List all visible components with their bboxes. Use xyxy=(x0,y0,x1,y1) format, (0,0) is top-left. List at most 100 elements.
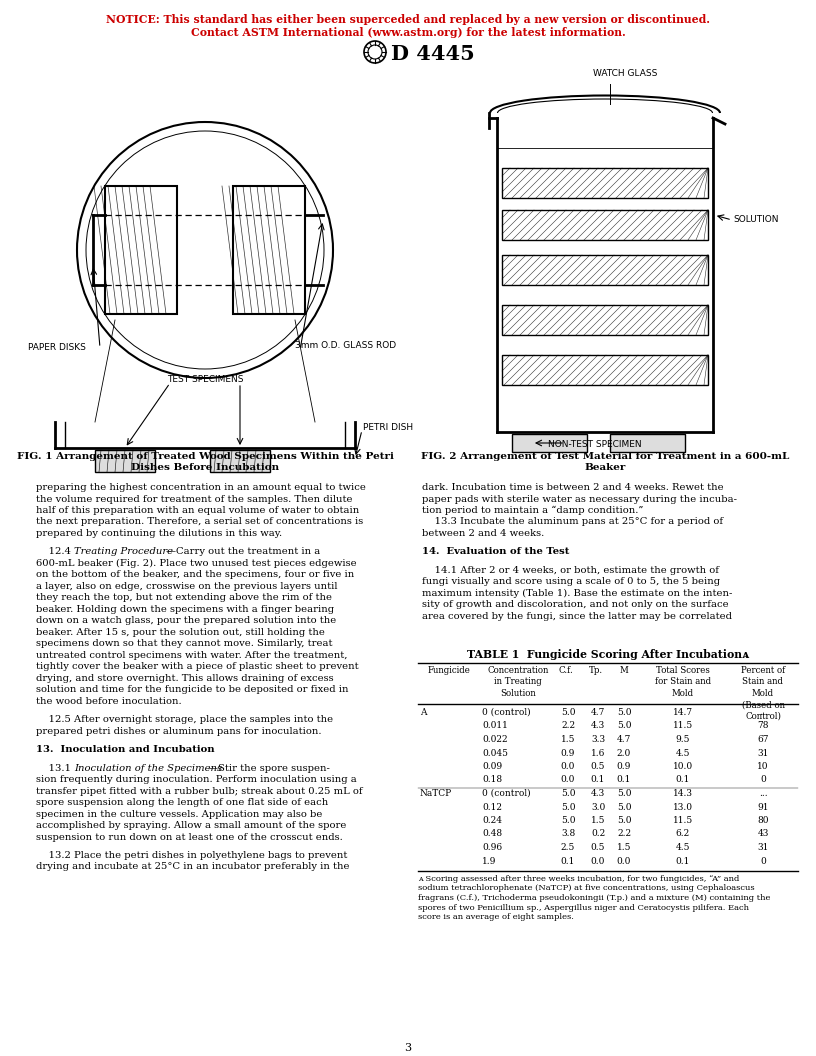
Bar xyxy=(502,254,708,285)
Text: fragrans (C.f.), Trichoderma pseudokoningii (T.p.) and a mixture (M) containing : fragrans (C.f.), Trichoderma pseudokonin… xyxy=(418,894,770,902)
Text: 91: 91 xyxy=(757,803,769,811)
Text: TABLE 1  Fungicide Scoring After Incubationᴀ: TABLE 1 Fungicide Scoring After Incubati… xyxy=(467,649,749,660)
Text: 600-mL beaker (Fig. 2). Place two unused test pieces edgewise: 600-mL beaker (Fig. 2). Place two unused… xyxy=(36,559,357,568)
Bar xyxy=(502,168,708,199)
Text: 0.5: 0.5 xyxy=(591,843,605,852)
Bar xyxy=(105,186,177,314)
Text: drying, and store overnight. This allows draining of excess: drying, and store overnight. This allows… xyxy=(36,674,334,683)
Text: Fungicide: Fungicide xyxy=(428,666,471,675)
Text: 13.  Inoculation and Incubation: 13. Inoculation and Incubation xyxy=(36,746,215,754)
Text: D 4445: D 4445 xyxy=(391,44,475,64)
Text: 2.2: 2.2 xyxy=(561,721,575,731)
Text: 5.0: 5.0 xyxy=(561,803,575,811)
Text: M: M xyxy=(619,666,628,675)
Text: 0.0: 0.0 xyxy=(561,762,575,771)
Text: FIG. 1 Arrangement of Treated Wood Specimens Within the Petri: FIG. 1 Arrangement of Treated Wood Speci… xyxy=(16,452,393,461)
Text: 0.9: 0.9 xyxy=(617,762,632,771)
Bar xyxy=(502,210,708,240)
Text: 13.1: 13.1 xyxy=(36,763,74,773)
Text: Tp.: Tp. xyxy=(589,666,603,675)
Text: tion period to maintain a “damp condition.”: tion period to maintain a “damp conditio… xyxy=(422,506,643,515)
Text: 5.0: 5.0 xyxy=(561,708,575,717)
Bar xyxy=(512,434,587,452)
Text: 5.0: 5.0 xyxy=(561,816,575,825)
Text: 0.045: 0.045 xyxy=(482,749,508,757)
Bar xyxy=(95,450,155,472)
Text: 4.7: 4.7 xyxy=(617,735,632,744)
Text: Beaker: Beaker xyxy=(584,463,626,472)
Text: 0 (control): 0 (control) xyxy=(482,789,530,798)
Text: 0.011: 0.011 xyxy=(482,721,508,731)
Bar xyxy=(610,434,685,452)
Text: 11.5: 11.5 xyxy=(673,816,693,825)
Text: 5.0: 5.0 xyxy=(617,816,632,825)
Text: accomplished by spraying. Allow a small amount of the spore: accomplished by spraying. Allow a small … xyxy=(36,822,346,830)
Text: ...: ... xyxy=(759,789,767,798)
Text: sity of growth and discoloration, and not only on the surface: sity of growth and discoloration, and no… xyxy=(422,600,729,609)
Text: 12.5 After overnight storage, place the samples into the: 12.5 After overnight storage, place the … xyxy=(36,715,333,724)
Text: 3.8: 3.8 xyxy=(561,830,575,838)
Text: spores of two Penicillium sp., Aspergillus niger and Ceratocystis pilifera. Each: spores of two Penicillium sp., Aspergill… xyxy=(418,904,749,911)
Text: 0.1: 0.1 xyxy=(561,856,575,866)
Text: dark. Incubation time is between 2 and 4 weeks. Rewet the: dark. Incubation time is between 2 and 4… xyxy=(422,483,724,492)
Text: 0.1: 0.1 xyxy=(617,775,632,785)
Text: transfer pipet fitted with a rubber bulb; streak about 0.25 mL of: transfer pipet fitted with a rubber bulb… xyxy=(36,787,362,795)
Text: prepared petri dishes or aluminum pans for inoculation.: prepared petri dishes or aluminum pans f… xyxy=(36,727,322,736)
Text: NON-TEST SPECIMEN: NON-TEST SPECIMEN xyxy=(548,440,642,449)
Text: 0.12: 0.12 xyxy=(482,803,502,811)
Text: 5.0: 5.0 xyxy=(561,789,575,798)
Text: untreated control specimens with water. After the treatment,: untreated control specimens with water. … xyxy=(36,650,348,660)
Text: 11.5: 11.5 xyxy=(673,721,693,731)
Text: area covered by the fungi, since the latter may be correlated: area covered by the fungi, since the lat… xyxy=(422,611,732,621)
Bar xyxy=(502,305,708,335)
Text: 1.5: 1.5 xyxy=(617,843,632,852)
Text: the volume required for treatment of the samples. Then dilute: the volume required for treatment of the… xyxy=(36,494,353,504)
Text: 5.0: 5.0 xyxy=(617,708,632,717)
Text: Inoculation of the Specimens: Inoculation of the Specimens xyxy=(74,763,222,773)
Text: 43: 43 xyxy=(757,830,769,838)
Text: 0.96: 0.96 xyxy=(482,843,502,852)
Text: 14.  Evaluation of the Test: 14. Evaluation of the Test xyxy=(422,547,570,557)
Text: Percent of
Stain and
Mold
(Based on
Control): Percent of Stain and Mold (Based on Cont… xyxy=(741,666,785,721)
Text: 5.0: 5.0 xyxy=(617,803,632,811)
Text: 0.1: 0.1 xyxy=(676,775,690,785)
Text: 6.2: 6.2 xyxy=(676,830,690,838)
Text: tightly cover the beaker with a piece of plastic sheet to prevent: tightly cover the beaker with a piece of… xyxy=(36,662,358,672)
Text: 10.0: 10.0 xyxy=(673,762,693,771)
Text: 0: 0 xyxy=(761,856,766,866)
Text: ...: ... xyxy=(759,708,767,717)
Text: 1.6: 1.6 xyxy=(591,749,605,757)
Text: 0.09: 0.09 xyxy=(482,762,502,771)
Text: 0.0: 0.0 xyxy=(561,775,575,785)
Text: Total Scores
for Stain and
Mold: Total Scores for Stain and Mold xyxy=(655,666,711,698)
Text: maximum intensity (Table 1). Base the estimate on the inten-: maximum intensity (Table 1). Base the es… xyxy=(422,589,733,598)
Text: 2.0: 2.0 xyxy=(617,749,631,757)
Text: 13.0: 13.0 xyxy=(673,803,693,811)
Text: sodium tetrachlorophenate (NaTCP) at five concentrations, using Cephaloascus: sodium tetrachlorophenate (NaTCP) at fiv… xyxy=(418,885,755,892)
Text: 9.5: 9.5 xyxy=(676,735,690,744)
Text: specimens down so that they cannot move. Similarly, treat: specimens down so that they cannot move.… xyxy=(36,639,332,648)
Bar xyxy=(502,355,708,385)
Text: Treating Procedure: Treating Procedure xyxy=(74,547,173,557)
Text: 0.1: 0.1 xyxy=(676,856,690,866)
Text: NOTICE: This standard has either been superceded and replaced by a new version o: NOTICE: This standard has either been su… xyxy=(106,14,710,25)
Text: —Stir the spore suspen-: —Stir the spore suspen- xyxy=(208,763,330,773)
Text: score is an average of eight samples.: score is an average of eight samples. xyxy=(418,913,574,921)
Text: 31: 31 xyxy=(757,749,769,757)
Text: 4.7: 4.7 xyxy=(591,708,605,717)
Text: NaTCP: NaTCP xyxy=(420,789,452,798)
Text: fungi visually and score using a scale of 0 to 5, the 5 being: fungi visually and score using a scale o… xyxy=(422,578,721,586)
Text: the next preparation. Therefore, a serial set of concentrations is: the next preparation. Therefore, a seria… xyxy=(36,517,363,527)
Text: a layer, also on edge, crosswise on the previous layers until: a layer, also on edge, crosswise on the … xyxy=(36,582,338,591)
Text: C.f.: C.f. xyxy=(559,666,574,675)
Text: PAPER DISKS: PAPER DISKS xyxy=(28,343,86,353)
Text: ᴀ Scoring assessed after three weeks incubation, for two fungicides, “A” and: ᴀ Scoring assessed after three weeks inc… xyxy=(418,875,739,883)
Text: 2.5: 2.5 xyxy=(561,843,575,852)
Text: 0.2: 0.2 xyxy=(591,830,605,838)
Text: Contact ASTM International (www.astm.org) for the latest information.: Contact ASTM International (www.astm.org… xyxy=(191,27,625,38)
Text: 3.3: 3.3 xyxy=(591,735,605,744)
Text: 4.5: 4.5 xyxy=(676,749,690,757)
Text: 0.9: 0.9 xyxy=(561,749,575,757)
Text: down on a watch glass, pour the prepared solution into the: down on a watch glass, pour the prepared… xyxy=(36,617,336,625)
Text: drying and incubate at 25°C in an incubator preferably in the: drying and incubate at 25°C in an incuba… xyxy=(36,863,349,871)
